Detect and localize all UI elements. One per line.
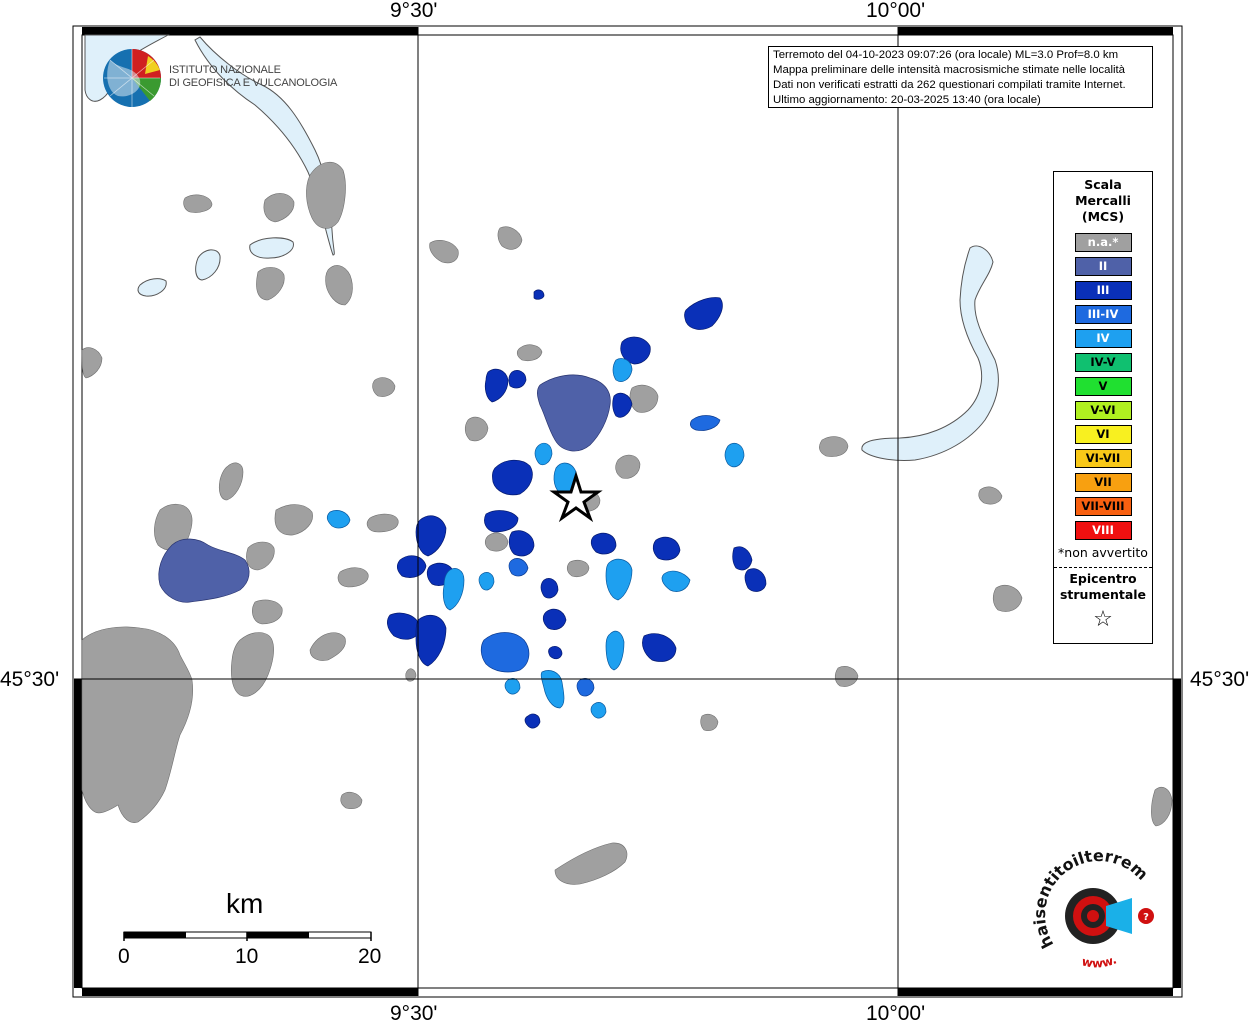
event-info-line: Ultimo aggiornamento: 20-03-2025 13:40 (…: [773, 94, 1041, 106]
scale-bar-tick-10: 10: [235, 945, 259, 968]
event-info-line: Mappa preliminare delle intensità macros…: [773, 64, 1126, 76]
svg-text:www.: www.: [1081, 952, 1119, 970]
legend-swatch: VI: [1074, 425, 1132, 444]
lake-como: [861, 245, 999, 461]
lat-label-right: 45°30': [1190, 668, 1250, 691]
event-info-line: Dati non verificati estratti da 262 ques…: [773, 79, 1126, 91]
lon-label-bottom-left: 9°30': [390, 1002, 438, 1025]
municipalities-intensity-III: [387, 289, 767, 729]
legend-title-line1: Scala: [1084, 177, 1122, 192]
event-info-box: Terremoto del 04-10-2023 09:07:26 (ora l…: [768, 46, 1153, 108]
legend-swatch: n.a.*: [1074, 233, 1132, 252]
svg-text:?: ?: [1143, 912, 1149, 923]
epicenter-legend-line2: strumentale: [1059, 587, 1147, 602]
legend-note: *non avvertito: [1058, 545, 1148, 560]
legend-divider: [1054, 567, 1152, 568]
legend-title-line3: (MCS): [1081, 209, 1125, 224]
legend-swatch: III-IV: [1074, 305, 1132, 324]
legend-swatch: VII-VIII: [1074, 497, 1132, 516]
institute-name: ISTITUTO NAZIONALE DI GEOFISICA E VULCAN…: [169, 64, 337, 90]
lake-iseo: [194, 36, 335, 256]
legend-swatch: VI-VII: [1074, 449, 1132, 468]
legend-swatch: VII: [1074, 473, 1132, 492]
legend-swatch: V: [1074, 377, 1132, 396]
graticule: [74, 27, 1181, 996]
municipalities-no-data: [81, 162, 1173, 885]
legend-title-line2: Mercalli: [1075, 193, 1131, 208]
lon-label-top-right: 10°00': [866, 0, 926, 22]
mcs-legend: Scala Mercalli (MCS) n.a.* II III III-IV IV I…: [1053, 171, 1153, 644]
municipalities-intensity-II: [158, 374, 611, 603]
scale-bar-unit: km: [226, 888, 264, 919]
epicenter-legend-title: Epicentro strumentale: [1054, 571, 1152, 603]
legend-title: Scala Mercalli (MCS): [1054, 177, 1152, 225]
legend-swatch: V-VI: [1074, 401, 1132, 420]
ingv-logo-icon: [103, 49, 162, 107]
legend-swatch: VIII: [1074, 521, 1132, 540]
event-info-line: Terremoto del 04-10-2023 09:07:26 (ora l…: [773, 49, 1119, 61]
lon-label-top-left: 9°30': [390, 0, 438, 22]
lon-label-bottom-right: 10°00': [866, 1002, 926, 1025]
epicenter-legend-star-icon: ☆: [1093, 607, 1113, 632]
lake-small-1: [249, 237, 294, 259]
municipalities-intensity-IV: [326, 358, 745, 719]
institute-name-line2: DI GEOFISICA E VULCANOLOGIA: [169, 77, 338, 89]
legend-swatch: IV-V: [1074, 353, 1132, 372]
legend-items: n.a.* II III III-IV IV IV-V V V-VI VI VI-VII VII VI…: [1054, 233, 1152, 540]
legend-swatch: III: [1074, 281, 1132, 300]
scale-bar: [123, 931, 372, 941]
lake-small-2: [195, 249, 221, 281]
map-frame: [72, 25, 1183, 998]
scale-bar-tick-20: 20: [358, 945, 382, 968]
municipalities-intensity-III-IV: [480, 415, 721, 697]
epicenter-legend-line1: Epicentro: [1069, 571, 1137, 586]
epicenter-star-icon: [549, 470, 603, 523]
legend-swatch: IV: [1074, 329, 1132, 348]
scale-bar-tick-0: 0: [118, 945, 130, 968]
legend-swatch: II: [1074, 257, 1132, 276]
lake-small-3: [137, 278, 167, 297]
lat-label-left: 45°30': [0, 668, 60, 691]
institute-name-line1: ISTITUTO NAZIONALE: [169, 64, 281, 76]
